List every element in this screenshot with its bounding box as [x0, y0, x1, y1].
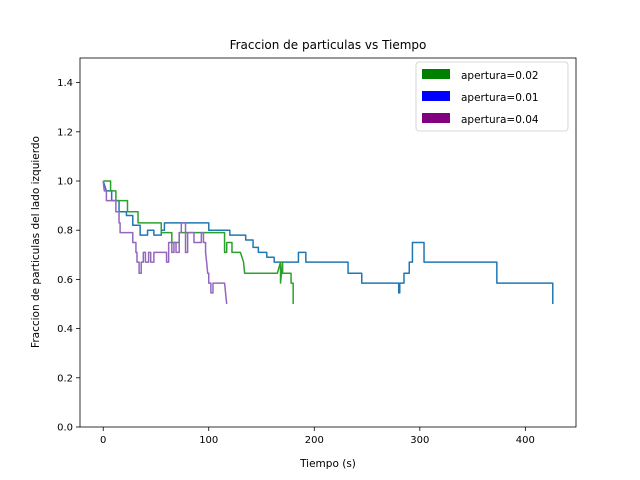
chart-title: Fraccion de particulas vs Tiempo: [230, 38, 427, 52]
legend-swatch-apertura-002: [422, 69, 450, 79]
x-tick-label: 0: [100, 435, 106, 446]
y-tick-label: 0.2: [57, 373, 73, 384]
series-line-1: [103, 180, 294, 304]
x-axis-label: Tiempo (s): [299, 458, 356, 470]
y-tick-label: 1.2: [57, 127, 73, 138]
legend-swatch-apertura-001: [422, 91, 450, 101]
x-tick-label: 200: [305, 435, 324, 446]
legend-swatch-apertura-004: [422, 113, 450, 123]
legend-label-apertura-004: apertura=0.04: [461, 114, 539, 126]
series-line-2: [102, 180, 228, 305]
x-tick-label: 400: [516, 435, 535, 446]
y-tick-label: 0.0: [57, 423, 73, 434]
y-tick-label: 0.6: [57, 275, 73, 286]
legend-label-apertura-002: apertura=0.02: [461, 70, 539, 82]
y-axis-ticks: 0.0 0.2 0.4 0.6 0.8 1.0 1.2 1.4: [57, 78, 80, 434]
y-axis-label: Fraccion de particulas del lado izquierd…: [30, 136, 42, 348]
plot-lines: [102, 180, 554, 305]
y-tick-label: 0.4: [57, 324, 73, 335]
y-tick-label: 0.8: [57, 226, 73, 237]
y-tick-label: 1.4: [57, 78, 73, 89]
axes-frame: [79, 57, 577, 428]
legend-box: [415, 61, 569, 132]
x-axis-ticks: 0 100 200 300 400: [100, 427, 535, 446]
y-tick-label: 1.0: [57, 177, 73, 188]
legend-label-apertura-001: apertura=0.01: [461, 92, 539, 104]
x-tick-label: 300: [410, 435, 429, 446]
series-line-0: [102, 180, 554, 304]
legend: apertura=0.02 apertura=0.01 apertura=0.0…: [415, 61, 569, 132]
x-tick-label: 100: [199, 435, 218, 446]
